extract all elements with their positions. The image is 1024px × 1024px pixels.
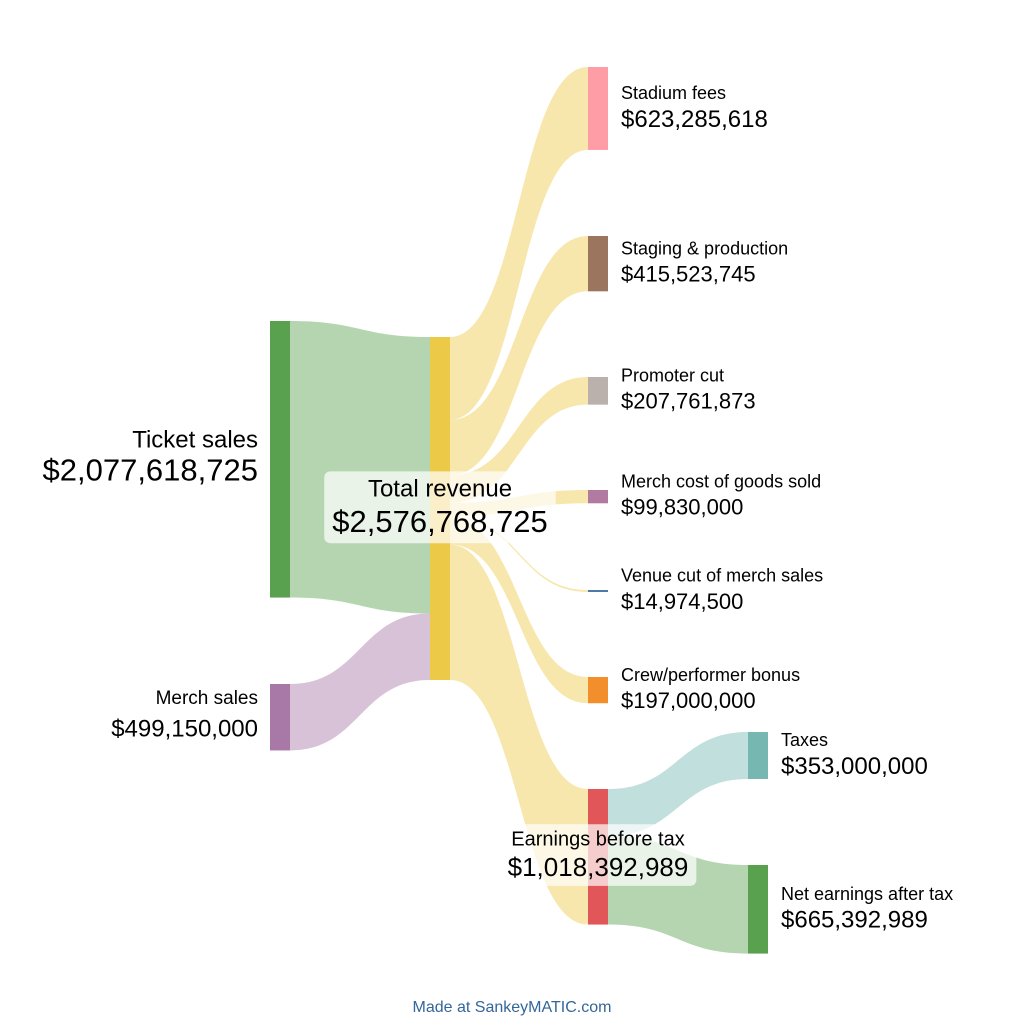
node-value: $14,974,500 [621, 589, 743, 614]
labels: Ticket sales$2,077,618,725 Merch sales $49… [43, 83, 954, 933]
node-value: $207,761,873 [621, 389, 756, 414]
node-name: Staging & production [621, 238, 788, 258]
node-name: Merch cost of goods sold [621, 471, 821, 491]
flow-link [290, 613, 430, 751]
node-value: $665,392,989 [781, 907, 928, 934]
node-name: Ticket sales [132, 427, 258, 454]
node-bar [748, 865, 768, 954]
node-value: $2,576,768,725 [332, 504, 548, 539]
node-name: Venue cut of merch sales [621, 566, 823, 586]
node-value: $2,077,618,725 [43, 452, 259, 487]
flow-link [450, 67, 588, 420]
node-name: Promoter cut [621, 366, 724, 386]
node-bar [588, 67, 608, 150]
node-name: Net earnings after tax [781, 884, 953, 904]
node-value: $1,018,392,989 [508, 852, 689, 882]
node-bar [588, 377, 608, 405]
node-bar [748, 732, 768, 779]
node-value: $499,150,000 [111, 716, 258, 743]
node-name: Earnings before tax [511, 828, 684, 850]
flow-link [290, 321, 430, 614]
node-name: Crew/performer bonus [621, 665, 800, 685]
node-value: $623,285,618 [621, 106, 768, 133]
node-name: Merch sales [156, 688, 258, 709]
node-value: $197,000,000 [621, 688, 756, 713]
flow-link [450, 516, 588, 592]
node-name: Stadium fees [621, 83, 726, 103]
label-background [499, 824, 697, 886]
node-bar [588, 236, 608, 292]
label-background [324, 471, 556, 544]
node-bar [588, 490, 608, 504]
node-bar [588, 590, 608, 592]
flow-link [450, 236, 588, 476]
node-value: $415,523,745 [621, 261, 756, 286]
nodes [270, 67, 768, 954]
footer-credit: Made at SankeyMATIC.com [413, 999, 612, 1016]
flow-link [450, 518, 588, 704]
flow-link [608, 732, 748, 836]
node-value: $353,000,000 [781, 753, 928, 780]
node-bar [588, 677, 608, 704]
node-bar [270, 684, 290, 751]
node-name: Total revenue [368, 475, 512, 502]
node-bar [270, 321, 290, 598]
node-name: Taxes [781, 730, 828, 750]
node-value: $99,830,000 [621, 494, 743, 519]
